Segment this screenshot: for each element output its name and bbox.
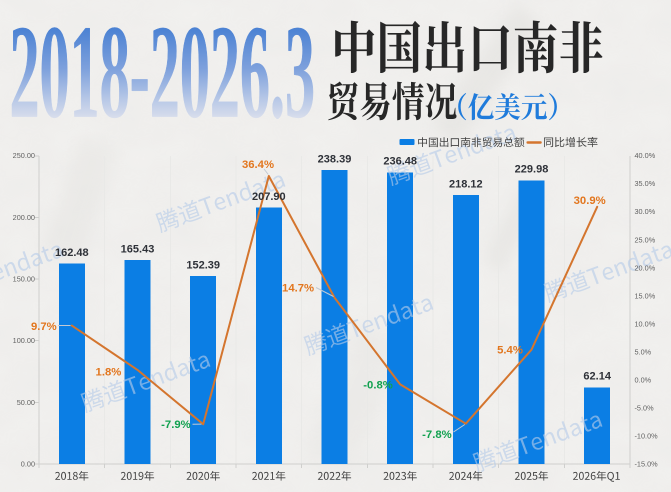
svg-text:-0.8%: -0.8% (363, 380, 393, 392)
svg-text:30.0%: 30.0% (635, 207, 656, 216)
svg-text:0.0%: 0.0% (635, 375, 652, 384)
svg-text:50.00: 50.00 (17, 398, 35, 407)
svg-text:0.00: 0.00 (21, 459, 35, 468)
svg-text:62.14: 62.14 (583, 371, 611, 383)
svg-text:20.0%: 20.0% (635, 263, 656, 272)
svg-text:236.48: 236.48 (383, 156, 417, 168)
svg-text:5.0%: 5.0% (635, 347, 652, 356)
svg-text:15.0%: 15.0% (635, 291, 656, 300)
svg-text:40.0%: 40.0% (635, 151, 656, 160)
svg-text:-7.9%: -7.9% (161, 419, 191, 431)
svg-text:-7.8%: -7.8% (422, 429, 452, 441)
svg-text:25.0%: 25.0% (635, 235, 656, 244)
svg-text:207.90: 207.90 (252, 191, 286, 203)
svg-text:9.7%: 9.7% (31, 321, 57, 333)
svg-text:-10.0%: -10.0% (635, 431, 659, 440)
svg-text:30.9%: 30.9% (574, 195, 606, 207)
svg-text:250.00: 250.00 (13, 151, 35, 160)
svg-text:14.7%: 14.7% (282, 282, 314, 294)
svg-text:1.8%: 1.8% (96, 367, 122, 379)
svg-text:-15.0%: -15.0% (635, 459, 659, 468)
svg-text:150.00: 150.00 (13, 275, 35, 284)
svg-text:162.48: 162.48 (55, 247, 89, 259)
svg-text:165.43: 165.43 (121, 243, 155, 255)
svg-text:218.12: 218.12 (449, 178, 483, 190)
svg-text:238.39: 238.39 (318, 153, 352, 165)
svg-text:200.00: 200.00 (13, 213, 35, 222)
svg-text:152.39: 152.39 (186, 259, 220, 271)
svg-text:-5.0%: -5.0% (635, 403, 655, 412)
svg-text:36.4%: 36.4% (242, 159, 274, 171)
svg-text:10.0%: 10.0% (635, 319, 656, 328)
svg-text:5.4%: 5.4% (497, 345, 523, 357)
svg-text:35.0%: 35.0% (635, 179, 656, 188)
svg-text:100.00: 100.00 (13, 336, 35, 345)
svg-text:229.98: 229.98 (515, 164, 549, 176)
